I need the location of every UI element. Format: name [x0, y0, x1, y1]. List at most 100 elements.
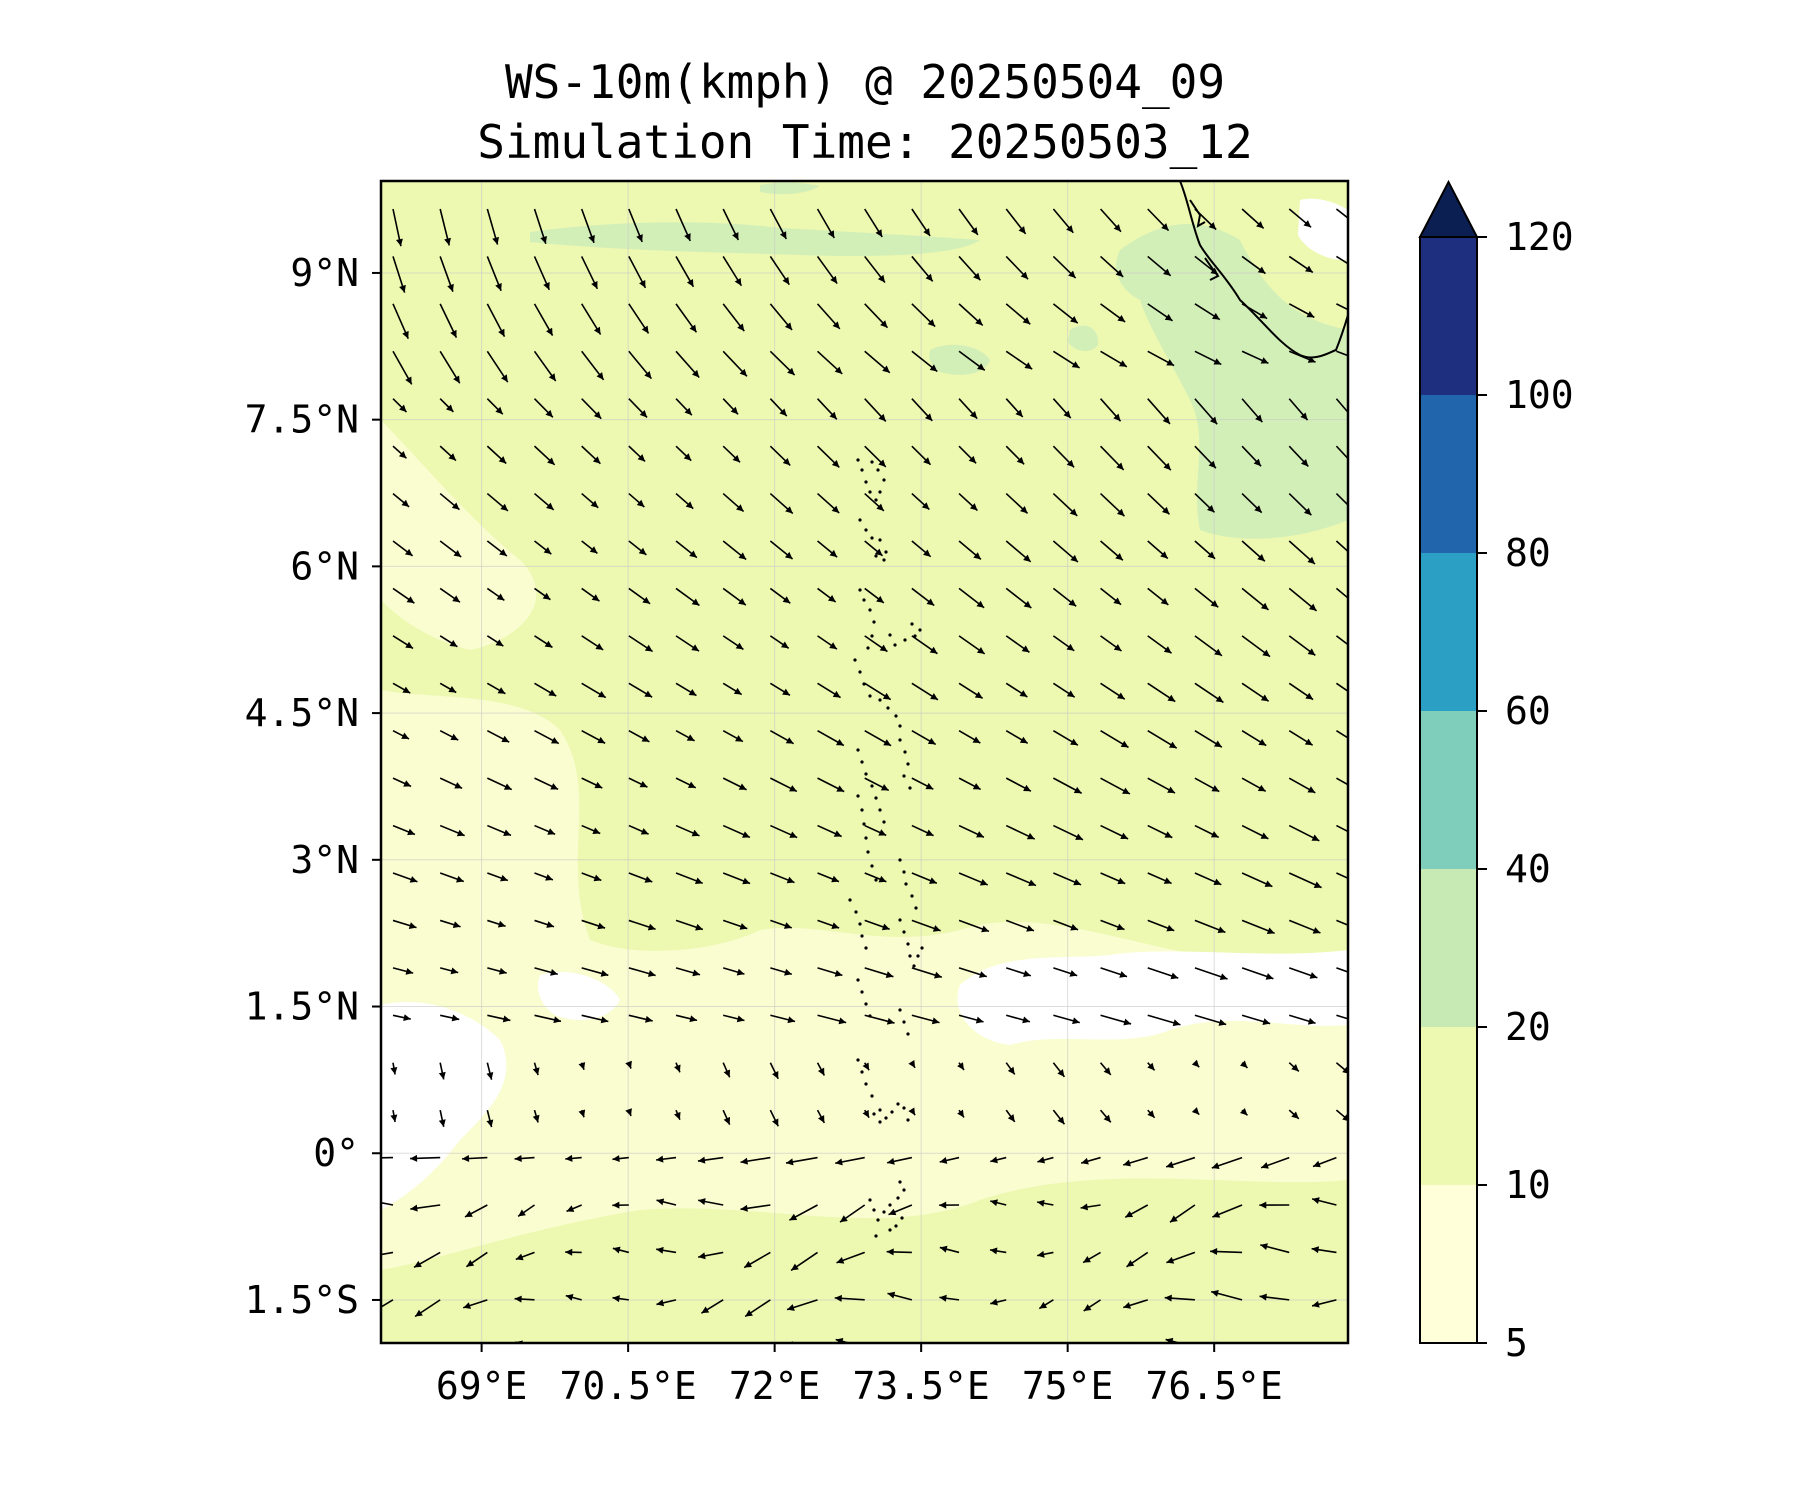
wind-arrow: [439, 777, 463, 790]
wind-arrow: [911, 492, 930, 511]
wind-arrow: [565, 1248, 582, 1256]
wind-arrow: [392, 208, 403, 247]
wind-arrow: [581, 872, 602, 882]
wind-arrow: [628, 682, 653, 698]
wind-arrow: [1194, 967, 1228, 981]
wind-arrow: [1100, 1014, 1132, 1026]
wind-arrow: [769, 587, 791, 604]
wind-arrow: [958, 682, 984, 700]
wind-arrow: [911, 350, 938, 373]
wind-arrow: [817, 1014, 847, 1025]
wind-arrow: [581, 682, 607, 699]
wind-arrow: [461, 1155, 488, 1163]
wind-arrow: [958, 445, 977, 464]
wind-arrow: [514, 1154, 535, 1162]
wind-arrow: [410, 1204, 441, 1212]
lat-tick-label: 6°N: [290, 544, 359, 588]
island-dot: [858, 518, 862, 522]
wind-arrow: [1336, 919, 1348, 926]
wind-arrow: [392, 872, 418, 883]
wind-arrow: [628, 208, 643, 243]
wind-arrow: [659, 1347, 676, 1358]
island-dot: [902, 1106, 906, 1110]
wind-arrow: [1288, 445, 1309, 468]
island-dot: [906, 942, 910, 946]
wind-arrow: [656, 1198, 677, 1206]
wind-arrow: [722, 730, 744, 743]
wind-arrow: [1147, 492, 1170, 515]
wind-arrow: [1241, 777, 1267, 792]
wind-arrow: [439, 919, 461, 929]
colorbar-segment: [1420, 237, 1477, 395]
wind-arrow: [862, 1062, 870, 1071]
wind-arrow: [628, 967, 656, 977]
wind-arrow: [958, 398, 978, 420]
wind-arrow: [990, 1298, 1007, 1306]
colorbar-tick-label: 100: [1505, 373, 1574, 417]
wind-arrow: [1147, 919, 1175, 932]
colorbar-segment: [1420, 869, 1477, 1027]
island-dot: [900, 1216, 904, 1220]
island-dot: [856, 1058, 860, 1062]
wind-arrow: [675, 824, 700, 837]
island-dot: [906, 762, 910, 766]
wind-arrow: [392, 682, 411, 694]
wind-arrow: [1099, 1062, 1112, 1076]
wind-arrow: [439, 208, 451, 246]
island-dot: [912, 964, 916, 968]
wind-arrow: [1005, 1062, 1016, 1075]
island-dot: [910, 894, 914, 898]
wind-arrow: [486, 540, 508, 557]
wind-arrow: [628, 919, 656, 931]
wind-arrow: [578, 1109, 586, 1118]
island-dot: [916, 954, 920, 958]
wind-arrow: [722, 872, 751, 885]
wind-arrow: [581, 587, 600, 602]
wind-arrow: [1005, 303, 1031, 325]
island-dot: [878, 490, 882, 494]
wind-arrow: [817, 919, 840, 929]
wind-arrow: [1289, 1014, 1316, 1025]
longitude-axis: 69°E 70.5°E 72°E 73.5°E 75°E 76.5°E: [436, 1343, 1283, 1408]
wind-arrow: [958, 540, 982, 561]
island-dot: [862, 598, 866, 602]
island-dot: [874, 498, 878, 502]
wind-arrow: [957, 1062, 965, 1071]
wind-arrow: [675, 1014, 698, 1023]
wind-arrow: [1052, 587, 1077, 607]
wind-arrow: [366, 1347, 393, 1364]
wind-arrow: [581, 777, 603, 789]
moderate-speed-spot-2: [1068, 325, 1099, 352]
wind-arrow: [1099, 208, 1122, 233]
wind-arrow: [1147, 350, 1175, 367]
island-dot: [858, 588, 862, 592]
wind-arrow: [628, 256, 647, 289]
wind-arrow: [770, 777, 798, 793]
wind-arrow: [743, 1251, 771, 1269]
wind-arrow: [534, 682, 557, 697]
wind-arrow: [514, 1295, 535, 1303]
island-dot: [870, 634, 874, 638]
wind-arrow: [817, 492, 840, 514]
wind-arrow: [1081, 1347, 1101, 1354]
island-dot: [848, 898, 852, 902]
island-dot: [874, 554, 878, 558]
wind-arrow: [1315, 1347, 1336, 1361]
wind-arrow: [628, 587, 651, 605]
wind-arrow: [439, 1014, 460, 1022]
wind-arrow: [1311, 1246, 1337, 1254]
wind-arrow: [1165, 1337, 1182, 1343]
wind-arrow: [1241, 398, 1263, 423]
wind-arrow: [939, 1245, 960, 1254]
island-dot: [853, 658, 857, 662]
wind-arrow: [1053, 872, 1082, 886]
wind-arrow: [581, 303, 602, 335]
wind-arrow: [1194, 682, 1224, 704]
island-dot: [902, 774, 906, 778]
wind-arrow: [1052, 350, 1080, 369]
wind-arrow: [462, 1299, 488, 1309]
wind-arrow: [675, 587, 700, 607]
colorbar-segment: [1420, 1027, 1477, 1185]
wind-arrow: [1005, 967, 1032, 977]
island-dot: [866, 646, 870, 650]
